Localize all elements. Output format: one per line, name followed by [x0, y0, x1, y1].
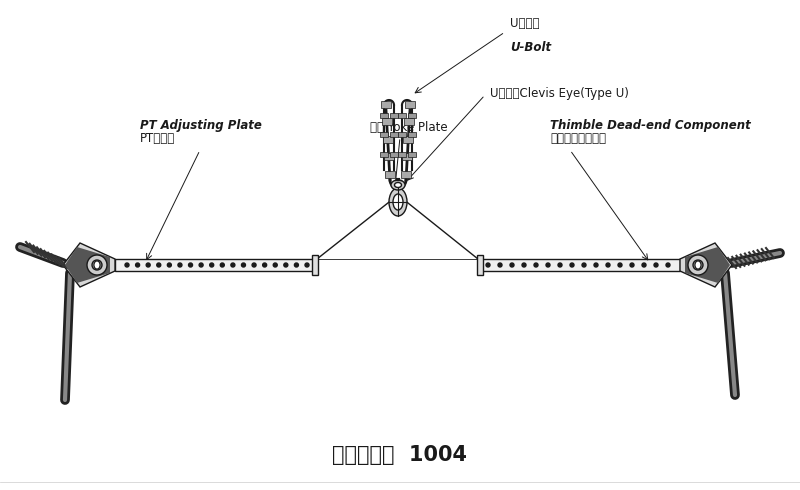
- Circle shape: [654, 263, 658, 267]
- Circle shape: [262, 263, 266, 267]
- Circle shape: [284, 263, 288, 267]
- Ellipse shape: [94, 261, 100, 269]
- Circle shape: [135, 263, 139, 267]
- Bar: [385, 171, 395, 178]
- Polygon shape: [680, 243, 732, 287]
- Circle shape: [274, 263, 278, 267]
- Bar: [398, 132, 406, 138]
- Circle shape: [305, 263, 309, 267]
- Bar: [390, 152, 398, 157]
- Text: U型挂环Clevis Eye(Type U): U型挂环Clevis Eye(Type U): [490, 87, 629, 100]
- Bar: [380, 113, 388, 118]
- Circle shape: [510, 263, 514, 267]
- Text: PT Adjusting Plate: PT Adjusting Plate: [140, 119, 262, 132]
- Text: U型螺栋: U型螺栋: [510, 17, 539, 30]
- Circle shape: [157, 263, 161, 267]
- Bar: [477, 255, 483, 275]
- Circle shape: [666, 263, 670, 267]
- Bar: [408, 113, 416, 118]
- Circle shape: [294, 263, 298, 267]
- Ellipse shape: [394, 182, 402, 188]
- Circle shape: [210, 263, 214, 267]
- Bar: [408, 152, 416, 157]
- Bar: [390, 132, 398, 138]
- Text: 联接型号：  1004: 联接型号： 1004: [333, 445, 467, 465]
- Bar: [401, 171, 411, 178]
- Bar: [380, 152, 388, 157]
- Ellipse shape: [393, 194, 403, 210]
- Polygon shape: [685, 247, 730, 283]
- Bar: [480, 259, 680, 271]
- Bar: [404, 119, 414, 125]
- Text: PT调整板: PT调整板: [140, 132, 175, 145]
- Bar: [115, 259, 315, 271]
- Bar: [402, 153, 412, 161]
- Bar: [408, 132, 416, 138]
- Circle shape: [534, 263, 538, 267]
- Text: Thimble Dead-end Component: Thimble Dead-end Component: [550, 119, 750, 132]
- Circle shape: [252, 263, 256, 267]
- Bar: [398, 113, 406, 118]
- Circle shape: [606, 263, 610, 267]
- Circle shape: [146, 263, 150, 267]
- Ellipse shape: [391, 180, 405, 190]
- Circle shape: [178, 263, 182, 267]
- Circle shape: [618, 263, 622, 267]
- Circle shape: [693, 260, 703, 270]
- Circle shape: [167, 263, 171, 267]
- Circle shape: [199, 263, 203, 267]
- Circle shape: [522, 263, 526, 267]
- Bar: [403, 136, 413, 143]
- Circle shape: [630, 263, 634, 267]
- Bar: [390, 113, 398, 118]
- Bar: [312, 255, 318, 275]
- Circle shape: [570, 263, 574, 267]
- Circle shape: [87, 255, 107, 275]
- Text: 心型环耗张预给丝: 心型环耗张预给丝: [550, 132, 606, 145]
- Circle shape: [242, 263, 246, 267]
- Circle shape: [642, 263, 646, 267]
- Polygon shape: [65, 247, 110, 283]
- Text: 联板 Yoke Plate: 联板 Yoke Plate: [370, 121, 448, 134]
- Bar: [380, 132, 388, 138]
- Ellipse shape: [695, 261, 701, 269]
- Circle shape: [486, 263, 490, 267]
- Bar: [382, 119, 392, 125]
- Bar: [398, 152, 406, 157]
- Circle shape: [189, 263, 193, 267]
- Bar: [383, 136, 393, 143]
- Circle shape: [558, 263, 562, 267]
- Circle shape: [92, 260, 102, 270]
- Circle shape: [220, 263, 224, 267]
- Circle shape: [125, 263, 129, 267]
- Circle shape: [498, 263, 502, 267]
- Circle shape: [546, 263, 550, 267]
- Bar: [384, 153, 394, 161]
- Circle shape: [231, 263, 235, 267]
- Circle shape: [688, 255, 708, 275]
- Ellipse shape: [389, 188, 407, 216]
- Bar: [405, 101, 415, 108]
- Circle shape: [582, 263, 586, 267]
- Text: U-Bolt: U-Bolt: [510, 41, 551, 54]
- Polygon shape: [63, 243, 115, 287]
- Circle shape: [594, 263, 598, 267]
- Bar: [381, 101, 391, 108]
